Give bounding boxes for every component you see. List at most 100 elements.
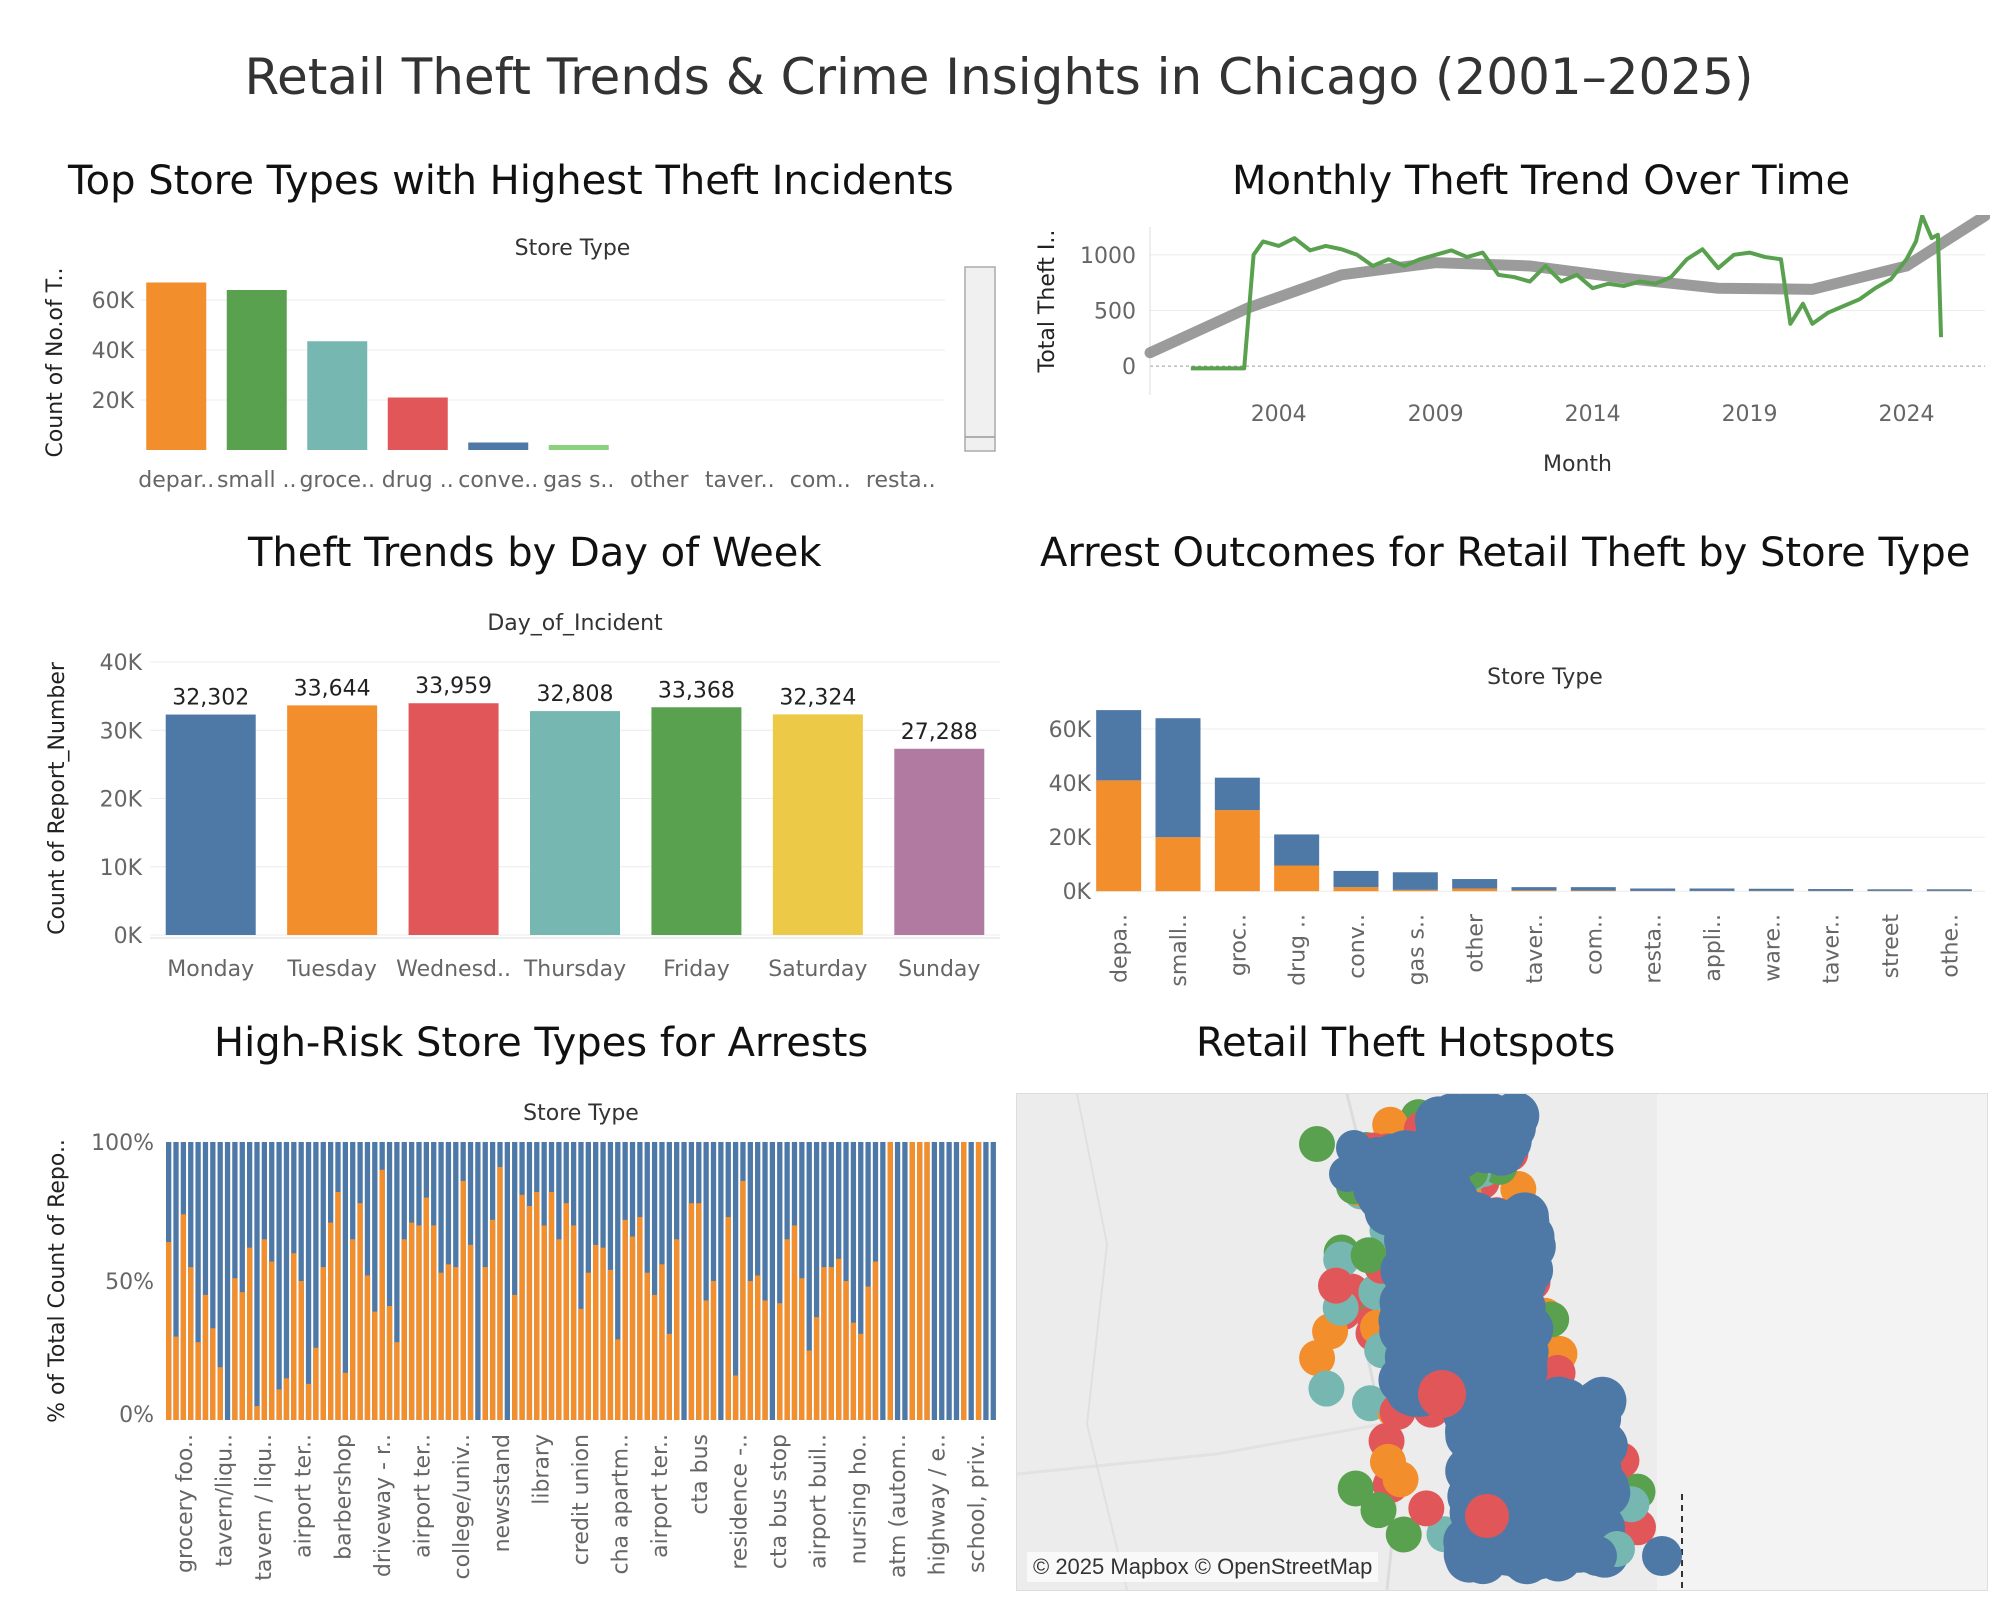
bar-segment-orange <box>188 1267 194 1420</box>
map-lake <box>1657 1094 1987 1590</box>
high-risk-title: High-Risk Store Types for Arrests <box>214 1020 869 1066</box>
bar-segment-orange <box>924 1142 930 1420</box>
map-point <box>1308 1370 1345 1407</box>
x-tick-label: gas s.. <box>543 468 614 493</box>
bar-segment-orange <box>858 1333 864 1420</box>
bar-segment-orange <box>836 1258 842 1420</box>
x-tick-label: taver.. <box>1523 914 1548 984</box>
bar-segment-orange <box>313 1347 319 1420</box>
y-tick-label: 0% <box>119 1403 154 1428</box>
bar-segment-orange <box>732 1375 739 1420</box>
bar-segment-orange <box>865 1286 871 1420</box>
bar-segment-orange <box>232 1278 238 1420</box>
x-tick-label: depa.. <box>1108 914 1133 983</box>
bar-segment-orange <box>740 1180 746 1420</box>
bar-segment-orange <box>327 1222 334 1420</box>
x-tick-label: depar.. <box>138 468 214 493</box>
bar-segment-orange <box>1570 890 1616 892</box>
bar-segment-orange <box>637 1217 643 1420</box>
bar-1 <box>226 290 287 450</box>
x-tick-label: resta.. <box>1642 914 1667 984</box>
bar-segment-orange <box>762 1300 768 1420</box>
bar-3 <box>387 397 448 450</box>
bar-segment-orange <box>696 1203 702 1420</box>
y-tick-label: 40K <box>100 651 143 676</box>
scrollbar[interactable] <box>964 266 996 452</box>
bar-segment-orange <box>408 1222 415 1420</box>
x-tick-label: airport ter.. <box>411 1434 436 1558</box>
bar-segment-blue <box>939 1142 945 1420</box>
arrest-outcomes-chart: Store Type 0K 20K 40K 60K depa.. small.. groc..… <box>1049 665 1985 987</box>
bar-segment-orange <box>489 1219 496 1420</box>
x-tick-label: Wednesd.. <box>396 957 511 982</box>
bar-segment-orange <box>239 1292 245 1420</box>
x-tick-label: newsstand <box>490 1434 515 1552</box>
x-tick-label: 2019 <box>1722 402 1778 427</box>
map-attribution: © 2025 Mapbox © OpenStreetMap <box>1027 1552 1379 1582</box>
x-tick-label: airport buil.. <box>807 1434 832 1569</box>
bar-segment-blue <box>1570 887 1616 891</box>
bar-segment-blue <box>276 1142 282 1420</box>
bar-segment-blue <box>651 1142 658 1420</box>
bar-segment-orange <box>512 1294 518 1420</box>
bar-0 <box>146 282 207 450</box>
high-risk-chart: Store Type 0% 50% 100% % of Total Count of R… <box>45 1101 996 1581</box>
y-tick-label: 20K <box>100 788 143 813</box>
x-tick-label: other <box>630 468 690 493</box>
bar-segment-blue <box>1155 718 1201 838</box>
bar-segment-orange <box>666 1333 672 1420</box>
bar-segment-orange <box>710 1281 717 1420</box>
bar-segment-blue <box>210 1142 216 1420</box>
bar-segment-orange <box>364 1275 371 1420</box>
data-label: 33,368 <box>658 678 735 703</box>
map-point <box>1418 1370 1466 1418</box>
bar-segment-orange <box>651 1294 658 1420</box>
x-tick-label: taver.. <box>705 468 775 493</box>
bar-segment-orange <box>629 1236 636 1420</box>
map-point <box>1299 1339 1336 1376</box>
monthly-title: Monthly Theft Trend Over Time <box>1232 158 1851 204</box>
bar-segment-blue <box>202 1142 209 1420</box>
x-tick-label: conv.. <box>1345 914 1370 979</box>
bar-segment-blue <box>173 1142 179 1420</box>
data-label: 33,644 <box>294 676 371 701</box>
y-axis-title: Count of Report_Number <box>45 661 70 935</box>
bar-segment-blue <box>386 1142 393 1420</box>
bar-segment-blue <box>1630 888 1676 891</box>
bar-segment-blue <box>394 1142 400 1420</box>
bar-segment-blue <box>224 1142 231 1420</box>
y-tick-label: 1000 <box>1080 244 1136 269</box>
bar-segment-blue <box>894 1142 901 1420</box>
hotspot-map[interactable]: © 2025 Mapbox © OpenStreetMap <box>1016 1093 1988 1591</box>
map-point <box>1499 1339 1548 1388</box>
bar-segment-orange <box>593 1244 599 1420</box>
bar-segment-orange <box>335 1192 341 1420</box>
bar-segment-blue <box>1867 889 1913 891</box>
bar-segment-orange <box>320 1267 326 1420</box>
x-tick-label: driveway - r.. <box>371 1434 396 1577</box>
bar-segment-orange <box>453 1267 459 1420</box>
bar-segment-orange <box>482 1267 488 1420</box>
x-header: Store Type <box>515 236 631 261</box>
map-point <box>1545 1448 1594 1497</box>
bar-segment-orange <box>909 1142 915 1420</box>
bar-segment-orange <box>269 1261 275 1420</box>
x-tick-label: other <box>1464 913 1489 973</box>
bar-segment-blue <box>769 1142 776 1420</box>
map-point <box>1461 1223 1510 1272</box>
bar-segment-blue <box>1392 872 1438 890</box>
bar-segment-orange <box>659 1264 665 1420</box>
map-point <box>1391 1307 1440 1356</box>
bar-segment-blue <box>865 1142 871 1420</box>
y-tick-label: 50% <box>105 1270 154 1295</box>
bar-segment-blue <box>850 1142 857 1420</box>
x-tick-label: groce.. <box>299 468 375 493</box>
map-point <box>1642 1536 1682 1576</box>
bar-segment-blue <box>283 1142 290 1420</box>
bar-3 <box>530 711 620 935</box>
arrest-outcomes-title: Arrest Outcomes for Retail Theft by Stor… <box>1040 530 1971 576</box>
x-tick-label: gas s.. <box>1404 914 1429 985</box>
x-tick-label: college/univ.. <box>450 1434 475 1580</box>
bar-4 <box>651 707 742 935</box>
bar-segment-orange <box>821 1267 827 1420</box>
